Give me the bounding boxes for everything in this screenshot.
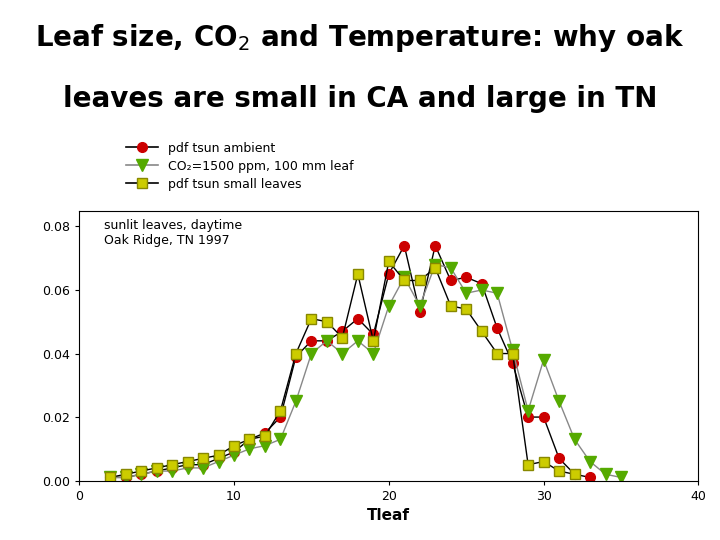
X-axis label: Tleaf: Tleaf — [367, 508, 410, 523]
Text: leaves are small in CA and large in TN: leaves are small in CA and large in TN — [63, 85, 657, 113]
Legend: pdf tsun ambient, CO₂=1500 ppm, 100 mm leaf, pdf tsun small leaves: pdf tsun ambient, CO₂=1500 ppm, 100 mm l… — [122, 137, 359, 195]
Text: Leaf size, CO$_2$ and Temperature: why oak: Leaf size, CO$_2$ and Temperature: why o… — [35, 22, 685, 54]
Text: sunlit leaves, daytime
Oak Ridge, TN 1997: sunlit leaves, daytime Oak Ridge, TN 199… — [104, 219, 242, 247]
